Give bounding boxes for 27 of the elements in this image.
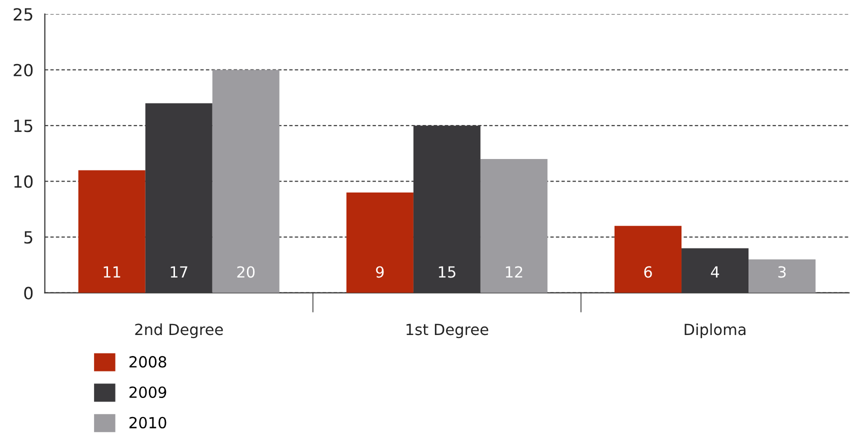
data-label: 3 xyxy=(778,266,786,278)
legend-label: 2008 xyxy=(129,356,166,368)
legend-label: 2010 xyxy=(129,416,166,428)
data-label: 6 xyxy=(644,266,652,278)
legend-label: 2009 xyxy=(129,386,166,398)
y-tick-label: 20 xyxy=(14,64,33,76)
y-tick-label: 15 xyxy=(14,120,32,132)
data-label: 20 xyxy=(237,266,255,278)
data-label: 12 xyxy=(506,266,522,278)
bar xyxy=(480,159,548,293)
data-label: 11 xyxy=(104,266,120,278)
x-tick-label: 1st Degree xyxy=(406,324,488,338)
y-tick-label: 10 xyxy=(14,175,33,188)
data-label: 9 xyxy=(376,266,384,278)
y-tick-label: 0 xyxy=(24,286,33,300)
bar xyxy=(212,70,280,293)
x-tick-label: 2nd Degree xyxy=(135,323,223,338)
y-tick-label: 5 xyxy=(24,231,32,244)
bar xyxy=(346,192,414,293)
y-tick-label: 25 xyxy=(14,8,32,21)
bar xyxy=(78,170,146,293)
bar xyxy=(614,226,682,293)
data-label: 15 xyxy=(438,266,456,278)
data-label: 4 xyxy=(710,266,720,278)
data-label: 17 xyxy=(170,266,188,278)
bar xyxy=(748,259,816,293)
x-tick-label: Diploma xyxy=(684,323,746,338)
